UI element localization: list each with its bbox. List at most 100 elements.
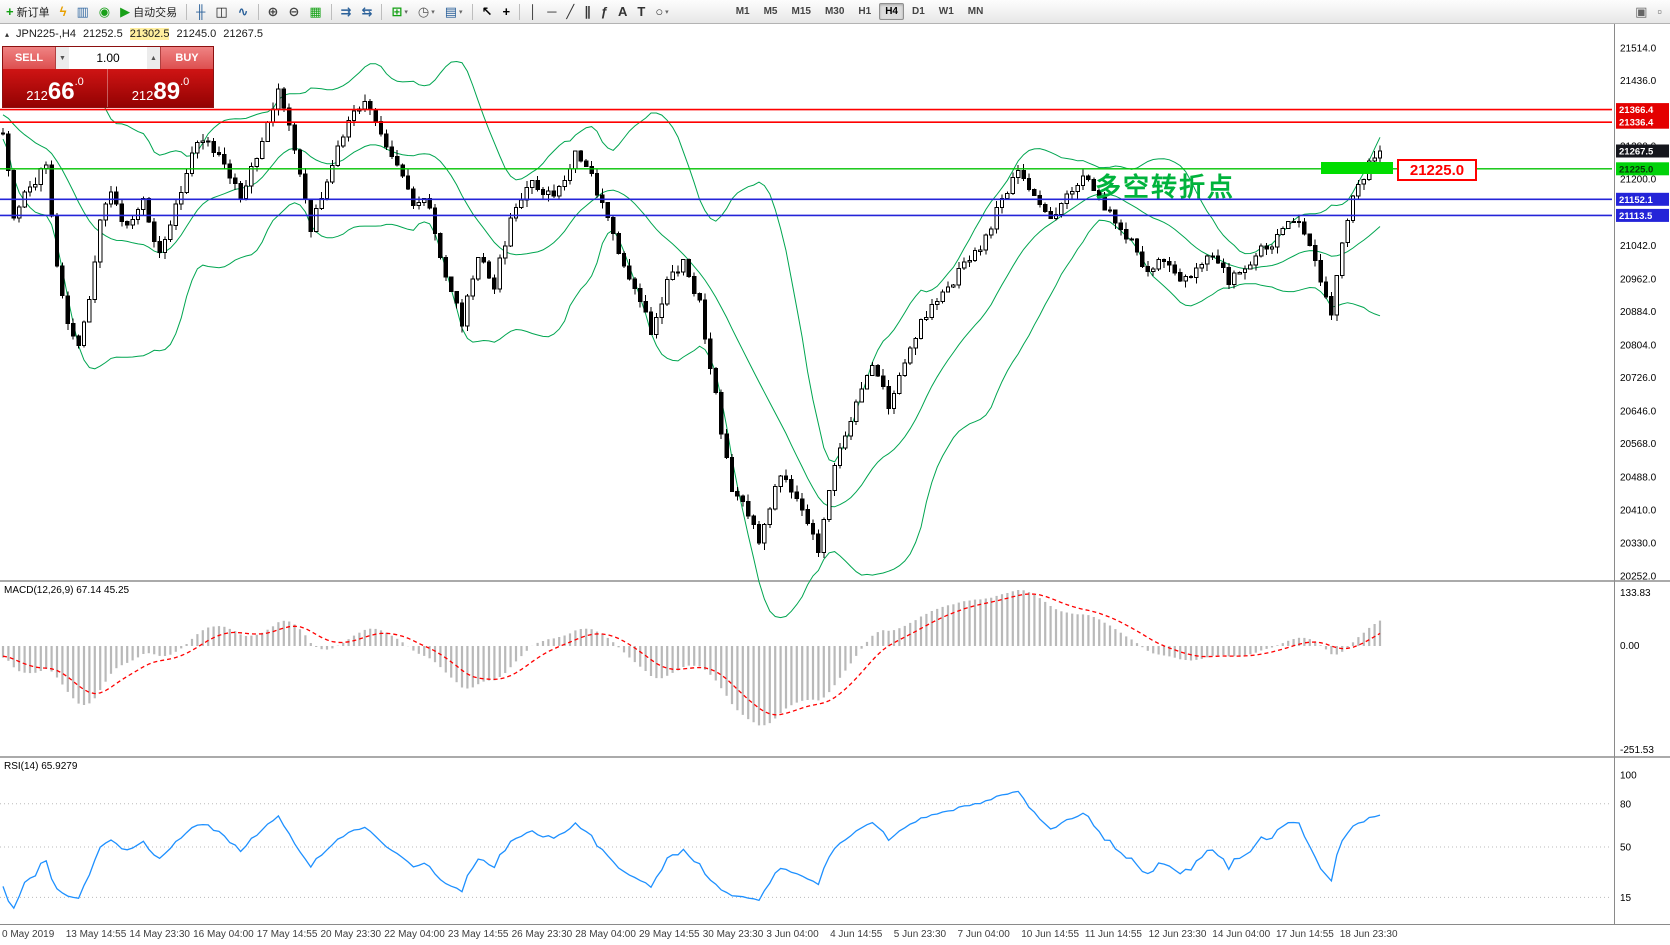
price-tags: 21366.4 21336.4 21267.5 21225.0 21152.1 21113… [1616,103,1669,222]
timeframe-mn-button[interactable]: MN [967,6,984,17]
timeframe-m30-button[interactable]: M30 [824,6,845,17]
crosshair-button[interactable]: + [498,1,514,23]
svg-text:12 Jun 23:30: 12 Jun 23:30 [1149,929,1207,940]
ohlc-close: 21267.5 [223,28,263,40]
candlestick-chart-icon: ◫ [215,3,228,19]
svg-text:16 May 04:00: 16 May 04:00 [193,929,254,940]
svg-text:21436.0: 21436.0 [1620,76,1657,87]
buy-button[interactable]: BUY [161,47,213,69]
timeframe-m5-button[interactable]: M5 [763,6,778,17]
svg-text:14 May 23:30: 14 May 23:30 [129,929,190,940]
indicators-dropdown-icon: ▾ [404,8,408,16]
svg-text:-251.53: -251.53 [1620,745,1654,756]
svg-text:50: 50 [1620,843,1632,854]
toolbar-separator [471,3,473,20]
buy-price[interactable]: 212 89.0 [131,76,190,105]
auto-scroll-button[interactable]: ⇉ [337,1,356,23]
timeframe-m1-button[interactable]: M1 [735,6,750,17]
svg-text:14 Jun 04:00: 14 Jun 04:00 [1212,929,1270,940]
window-button[interactable]: ▣ [1633,1,1651,23]
turning-point-marker[interactable] [1321,162,1393,174]
candlestick-chart-button[interactable]: ◫ [211,1,231,23]
shapes-icon: ○ [655,3,664,19]
templates-dropdown-icon: ▾ [459,8,463,16]
svg-text:20330.0: 20330.0 [1620,539,1657,550]
shapes-button[interactable]: ○ ▾ [651,1,672,23]
docking-button[interactable]: ▫ [1653,1,1666,23]
svg-text:22 May 04:00: 22 May 04:00 [384,929,445,940]
timeframe-m15-button[interactable]: M15 [791,6,811,17]
svg-text:20488.0: 20488.0 [1620,473,1657,484]
one-click-collapse-toggle[interactable]: ▴ [5,29,10,39]
svg-text:3 Jun 04:00: 3 Jun 04:00 [766,929,819,940]
navigator-icon: ◉ [98,3,111,19]
indicators-icon: ⊞ [391,3,403,19]
volume-input[interactable]: 1.00 [96,51,120,65]
toolbar-separator [330,3,332,20]
market-watch-button[interactable]: ▥ [72,1,92,23]
svg-text:30 May 23:30: 30 May 23:30 [703,929,764,940]
svg-text:21514.0: 21514.0 [1620,43,1657,54]
new-order-label: 新订单 [16,6,50,19]
text-label-button[interactable]: T [633,1,649,23]
toolbar-separator [519,3,521,20]
equidistant-channel-icon: ∥ [584,3,591,19]
svg-text:20 May 23:30: 20 May 23:30 [321,929,382,940]
volume-increase-button[interactable]: ▲ [147,47,160,69]
svg-text:17 Jun 14:55: 17 Jun 14:55 [1276,929,1334,940]
svg-text:21042.0: 21042.0 [1620,241,1657,252]
ohlc-high: 21302.5 [129,28,170,40]
timeframe-d1-button[interactable]: D1 [912,6,925,17]
sell-button[interactable]: SELL [3,47,55,69]
indicators-button[interactable]: ⊞ ▾ [387,1,411,23]
timeframe-h1-button[interactable]: H1 [858,6,872,17]
lightning-button[interactable]: ϟ [56,1,71,23]
trendline-button[interactable]: ╱ [562,1,578,23]
vertical-line-button[interactable]: │ [525,1,541,23]
ohlc-open: 21252.5 [82,28,123,40]
annotation-text: 多空转折点 [1095,172,1236,202]
svg-text:21336.4: 21336.4 [1619,118,1654,129]
ohlc-low: 21245.0 [176,28,217,40]
fibonacci-button[interactable]: ƒ [597,1,612,23]
time-axis[interactable]: 0 May 2019 13 May 14:55 14 May 23:30 16 May… [2,929,1398,940]
window-icon: ▣ [1635,3,1648,19]
templates-button[interactable]: ▤ ▾ [441,1,467,23]
sell-price[interactable]: 212 66.0 [3,69,108,107]
shapes-dropdown-icon: ▾ [665,8,669,16]
symbol-header: ▴ JPN225-,H4 21252.5 21302.5 21245.0 212… [5,28,263,40]
candles [0,83,1383,558]
timeframe-w1-button[interactable]: W1 [938,6,954,17]
vertical-line-icon: │ [529,3,538,19]
text-button[interactable]: A [614,1,631,23]
volume-decrease-button[interactable]: ▼ [56,47,69,69]
crosshair-icon: + [502,3,511,19]
autotrade-button[interactable]: ▶ 自动交易 [116,1,181,23]
chart-shift-button[interactable]: ⇆ [358,1,377,23]
svg-text:4 Jun 14:55: 4 Jun 14:55 [830,929,883,940]
tile-windows-button[interactable]: ▦ [305,1,325,23]
new-order-button[interactable]: + 新订单 [4,1,54,23]
equidistant-channel-button[interactable]: ∥ [580,1,595,23]
svg-text:133.83: 133.83 [1620,588,1651,599]
lightning-icon: ϟ [59,3,67,19]
bar-chart-button[interactable]: ╫ [192,1,209,23]
navigator-button[interactable]: ◉ [95,1,114,23]
bollinger-bands [2,58,1381,619]
svg-text:100: 100 [1620,771,1637,782]
svg-text:20804.0: 20804.0 [1620,340,1657,351]
zoom-in-button[interactable]: ⊕ [264,1,283,23]
cursor-button[interactable]: ↖ [478,1,497,23]
horizontal-line-button[interactable]: ─ [543,1,560,23]
svg-text:21225.0: 21225.0 [1619,164,1653,175]
zoom-out-icon: ⊖ [288,3,300,19]
periods-button[interactable]: ◷ ▾ [414,1,439,23]
zoom-out-button[interactable]: ⊖ [284,1,303,23]
text-icon: A [617,3,628,19]
line-chart-button[interactable]: ∿ [234,1,253,23]
toolbar-separator [257,3,259,20]
price-axis[interactable]: 21514.021436.021358.021280.021200.021120… [1620,43,1657,904]
timeframe-h4-button[interactable]: H4 [879,3,904,20]
periods-dropdown-icon: ▾ [431,8,435,16]
